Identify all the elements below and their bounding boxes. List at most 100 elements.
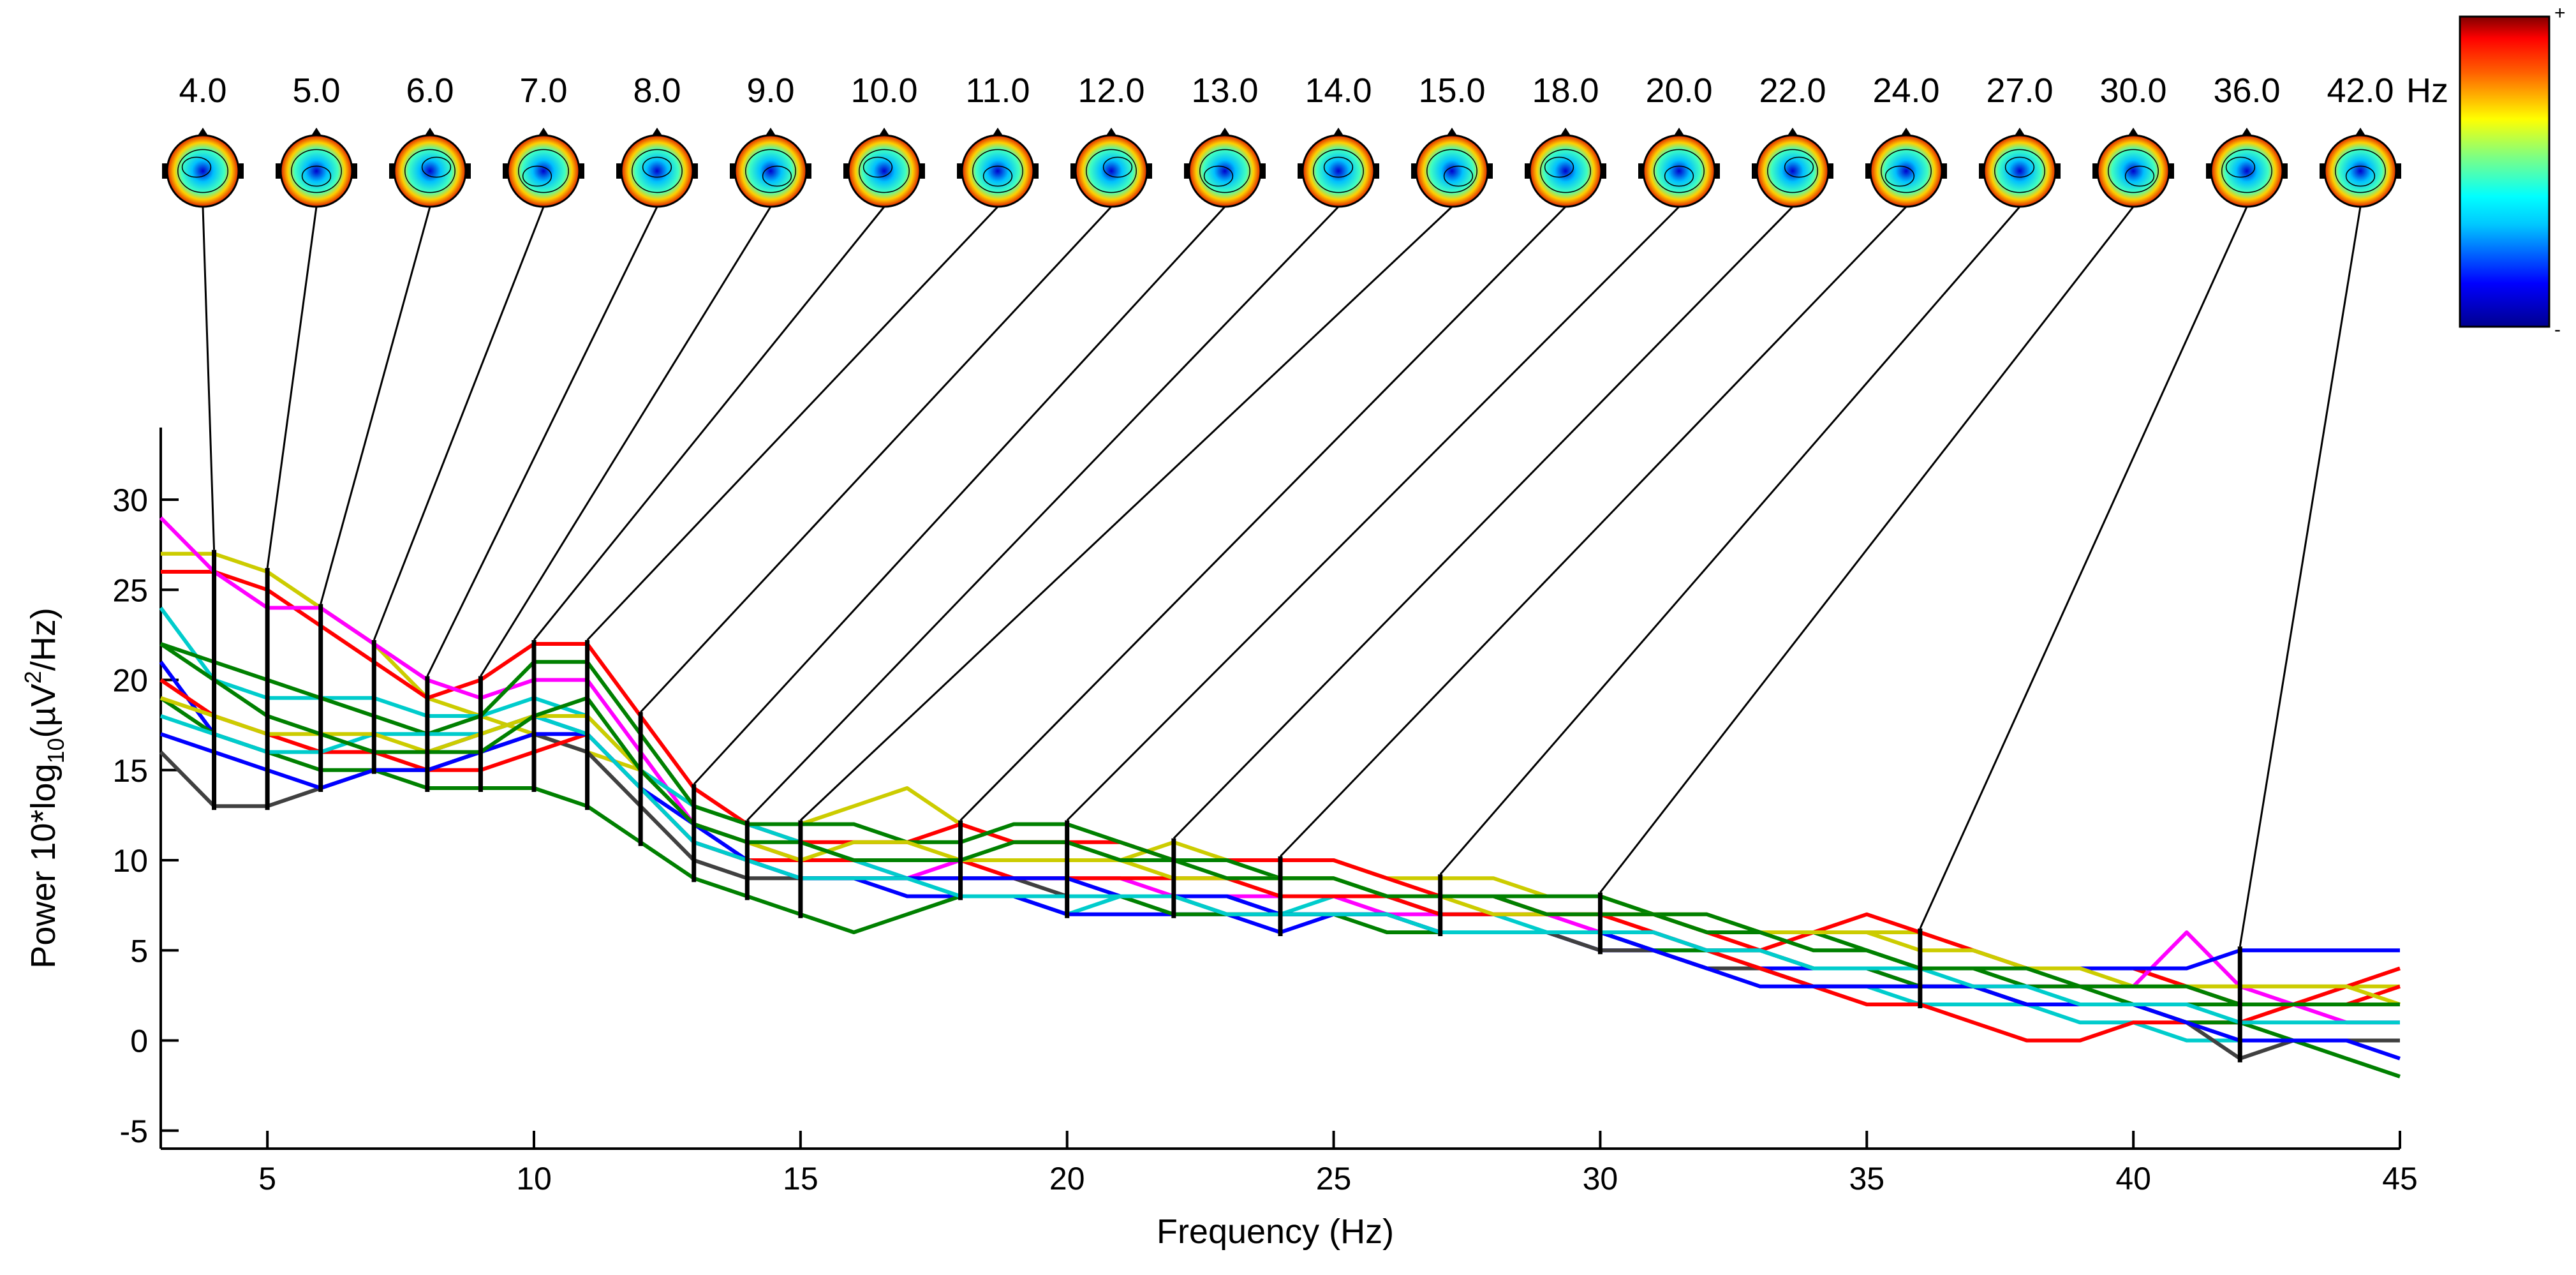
contour-line [745, 149, 796, 193]
connector-line [2239, 206, 2362, 947]
topomap-head [1865, 128, 1947, 208]
ear-left [389, 163, 396, 179]
connector-line [1439, 206, 2021, 876]
topomap-row: 4.0 5.0 6.0 7.0 8.0 9.0 10.0 11.0 12.0 13.0 14.0 15… [162, 71, 2448, 208]
topomap-head [616, 128, 698, 208]
ear-left [276, 163, 282, 179]
topomap-head [1411, 128, 1493, 208]
ear-left [957, 163, 963, 179]
connector-line [1173, 205, 1794, 839]
y-tick-label: 15 [112, 753, 148, 789]
x-ticks: 5 10 15 20 25 30 35 40 45 [258, 1131, 2418, 1197]
scalp-map [2210, 134, 2284, 208]
contour-line [1313, 149, 1364, 193]
colorbar-top-label: + [2554, 3, 2566, 24]
ear-left [1525, 163, 1531, 179]
ear-right [1600, 163, 1606, 179]
connector-line [373, 206, 545, 641]
topomap-head [1752, 128, 1833, 208]
y-tick-label: 10 [112, 843, 148, 879]
topomap-freq-label: 15.0 [1418, 71, 1485, 110]
topomap-freq-label: 42.0 [2327, 71, 2394, 110]
ear-right [919, 163, 925, 179]
topomap-head [843, 128, 925, 208]
nose-marker [651, 128, 663, 137]
contour-line [522, 165, 552, 187]
series-line-channel-4 [159, 606, 2400, 1043]
connector-line [320, 206, 431, 604]
topomap-head [2092, 128, 2174, 208]
topomap-freq-label: 10.0 [850, 71, 917, 110]
contour-line [1540, 149, 1591, 193]
contour-line [291, 149, 342, 193]
connector-line [640, 205, 1113, 713]
nose-marker [1106, 128, 1117, 137]
topomap-freq-label: 13.0 [1191, 71, 1258, 110]
ear-left [2206, 163, 2212, 179]
x-tick-label: 45 [2382, 1161, 2418, 1197]
contour-line [1203, 165, 1234, 187]
connector-line [202, 206, 216, 550]
x-tick-label: 15 [783, 1161, 818, 1197]
connector-line [1066, 205, 1680, 821]
nose-marker [424, 128, 436, 137]
y-axis-label-sub: 10 [43, 738, 69, 763]
y-tick-label: 30 [112, 482, 148, 518]
connector-line [1599, 206, 2135, 893]
y-tick-label: -5 [120, 1114, 148, 1149]
scalp-map [961, 134, 1035, 208]
nose-marker [878, 128, 890, 137]
contour-line [632, 149, 683, 193]
topomap-head [162, 128, 244, 208]
topomap-freq-label: 4.0 [179, 71, 226, 110]
ear-left [730, 163, 736, 179]
scalp-map [734, 134, 808, 208]
scalp-map [1529, 134, 1603, 208]
connector-line [1279, 205, 1907, 858]
nose-marker [2355, 128, 2366, 137]
ear-left [1752, 163, 1758, 179]
contour-line [1323, 156, 1354, 178]
ear-left [843, 163, 850, 179]
scalp-map [166, 134, 240, 208]
scalp-map [2323, 134, 2397, 208]
ear-right [692, 163, 698, 179]
contour-line [421, 156, 452, 178]
nose-marker [765, 128, 776, 137]
scalp-map [1301, 134, 1375, 208]
scalp-map [1415, 134, 1489, 208]
contour-line [1884, 165, 1915, 187]
topomap-head [2206, 128, 2288, 208]
ear-right [805, 163, 811, 179]
topomap-connectors [202, 205, 2362, 1062]
scalp-map [393, 134, 467, 208]
contour-line [972, 149, 1023, 193]
y-tick-label: 5 [130, 933, 148, 969]
contour-line [859, 149, 910, 193]
ear-right [2054, 163, 2061, 179]
ear-left [1865, 163, 1872, 179]
contour-line [1784, 156, 1814, 178]
contour-line [1086, 149, 1137, 193]
ear-right [1146, 163, 1152, 179]
colorbar-bottom-label: - [2554, 319, 2561, 340]
connector-line [266, 206, 318, 569]
ear-left [503, 163, 509, 179]
topomap-freq-label: 9.0 [746, 71, 794, 110]
colorbar: + - [2459, 3, 2566, 340]
contour-line [1199, 149, 1250, 193]
ear-left [1184, 163, 1190, 179]
contour-line [1994, 149, 2045, 193]
series-lines [159, 516, 2401, 1078]
ear-right [2281, 163, 2288, 179]
contour-line [762, 165, 792, 187]
series-line-channel-3 [159, 516, 2400, 1025]
x-tick-label: 25 [1316, 1161, 1352, 1197]
topomap-freq-label: 7.0 [519, 71, 567, 110]
contour-line [642, 156, 672, 178]
topomap-head [276, 128, 357, 208]
topomap-freq-label: 36.0 [2213, 71, 2280, 110]
contour-line [2345, 165, 2376, 187]
nose-marker [1446, 128, 1458, 137]
